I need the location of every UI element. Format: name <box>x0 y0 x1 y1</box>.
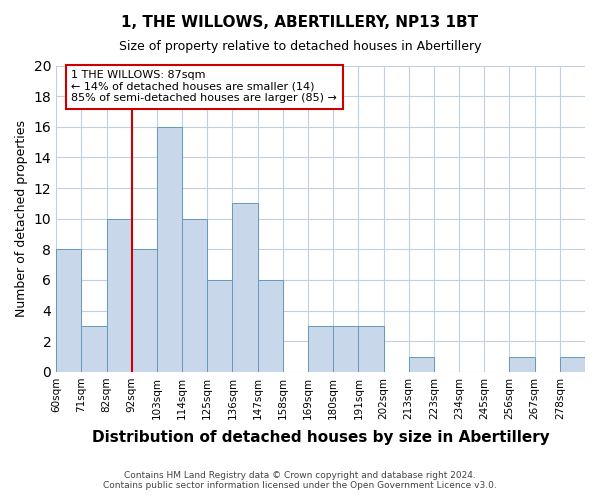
Y-axis label: Number of detached properties: Number of detached properties <box>15 120 28 317</box>
X-axis label: Distribution of detached houses by size in Abertillery: Distribution of detached houses by size … <box>92 430 550 445</box>
Text: 1, THE WILLOWS, ABERTILLERY, NP13 1BT: 1, THE WILLOWS, ABERTILLERY, NP13 1BT <box>121 15 479 30</box>
Bar <box>509 356 535 372</box>
Text: Size of property relative to detached houses in Abertillery: Size of property relative to detached ho… <box>119 40 481 53</box>
Bar <box>232 204 257 372</box>
Bar <box>107 218 132 372</box>
Text: Contains HM Land Registry data © Crown copyright and database right 2024.
Contai: Contains HM Land Registry data © Crown c… <box>103 470 497 490</box>
Bar <box>182 218 207 372</box>
Bar <box>207 280 232 372</box>
Bar <box>560 356 585 372</box>
Bar <box>157 127 182 372</box>
Bar <box>132 250 157 372</box>
Bar <box>409 356 434 372</box>
Text: 1 THE WILLOWS: 87sqm
← 14% of detached houses are smaller (14)
85% of semi-detac: 1 THE WILLOWS: 87sqm ← 14% of detached h… <box>71 70 337 103</box>
Bar <box>308 326 333 372</box>
Bar <box>82 326 107 372</box>
Bar <box>358 326 383 372</box>
Bar <box>56 250 82 372</box>
Bar <box>257 280 283 372</box>
Bar <box>333 326 358 372</box>
